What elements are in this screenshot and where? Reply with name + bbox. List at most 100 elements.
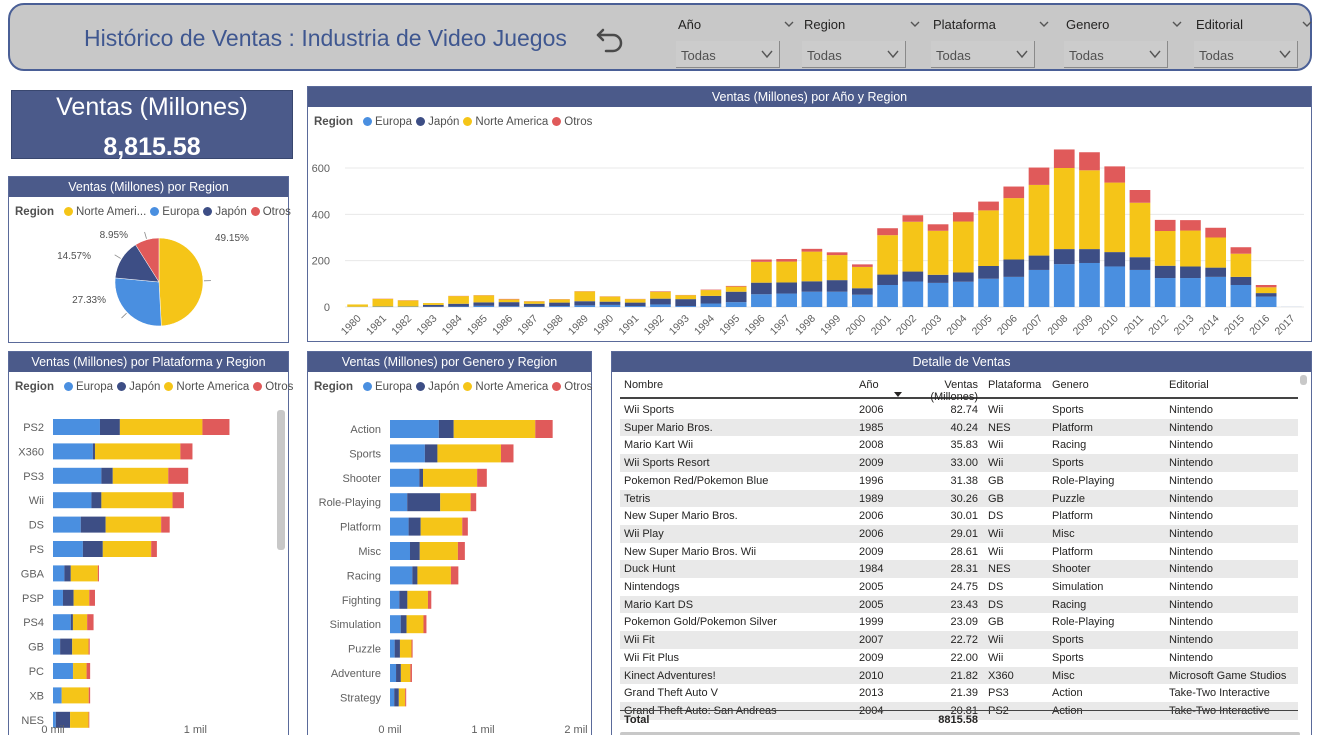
bar-segment[interactable] [549, 306, 570, 307]
bar-segment[interactable] [952, 212, 974, 222]
bar-segment[interactable] [675, 295, 697, 300]
bar-segment[interactable] [574, 305, 596, 307]
bar-segment[interactable] [700, 290, 722, 296]
bar-segment[interactable] [397, 300, 419, 307]
bar-segment[interactable] [1129, 257, 1151, 270]
bar-segment[interactable] [400, 664, 411, 682]
bar-segment[interactable] [53, 492, 92, 509]
bar-segment[interactable] [172, 492, 184, 509]
bar-segment[interactable] [1003, 259, 1025, 277]
bar-segment[interactable] [927, 274, 949, 283]
bar-segment[interactable] [978, 265, 999, 279]
bar-segment[interactable] [902, 271, 924, 282]
bar-segment[interactable] [398, 688, 406, 707]
bar-segment[interactable] [390, 615, 401, 634]
bar-segment[interactable] [101, 492, 173, 509]
bar-segment[interactable] [624, 302, 646, 307]
bar-segment[interactable] [927, 224, 949, 231]
table-row[interactable]: Mario Kart DS 2005 23.43 DS Racing Nintendo [620, 595, 1298, 614]
pie-slice[interactable] [114, 277, 162, 327]
bar-segment[interactable] [1079, 152, 1100, 171]
bar-segment[interactable] [105, 516, 162, 533]
bar-segment[interactable] [86, 663, 91, 679]
bar-segment[interactable] [1180, 278, 1201, 307]
bar-segment[interactable] [457, 542, 465, 560]
bar-segment[interactable] [399, 639, 412, 658]
bar-segment[interactable] [902, 221, 924, 272]
bar-segment[interactable] [70, 565, 98, 582]
legend-item[interactable]: Japón [428, 116, 460, 128]
bar-segment[interactable] [1230, 276, 1252, 285]
pie-slice[interactable] [135, 237, 160, 283]
bar-segment[interactable] [372, 298, 394, 307]
slicer-0[interactable]: Año Todas [676, 11, 798, 69]
table-scrollbar[interactable] [1300, 375, 1307, 385]
bar-segment[interactable] [60, 638, 73, 655]
bar-segment[interactable] [53, 565, 65, 582]
bar-segment[interactable] [70, 614, 73, 631]
col-header-plataforma[interactable]: Plataforma [988, 379, 1042, 391]
bar-segment[interactable] [700, 303, 722, 307]
bar-segment[interactable] [407, 590, 428, 609]
slicer-dropdown[interactable]: Todas [802, 41, 906, 68]
bar-segment[interactable] [877, 284, 898, 307]
bar-segment[interactable] [394, 688, 399, 707]
table-hscrollbar[interactable] [620, 732, 1300, 735]
bar-segment[interactable] [1180, 266, 1201, 279]
col-header-ano[interactable]: Año [859, 379, 879, 391]
bar-segment[interactable] [751, 294, 772, 307]
bar-segment[interactable] [650, 298, 671, 305]
bar-segment[interactable] [72, 638, 89, 655]
legend-item[interactable]: Norte America [475, 381, 549, 393]
bar-segment[interactable] [1003, 186, 1025, 199]
bar-segment[interactable] [751, 259, 772, 262]
bar-segment[interactable] [399, 590, 408, 609]
bar-segment[interactable] [390, 566, 413, 585]
bar-segment[interactable] [400, 615, 407, 634]
bar-segment[interactable] [801, 281, 823, 292]
table-row[interactable]: New Super Mario Bros. 2006 30.01 DS Platform… [620, 507, 1298, 525]
bar-segment[interactable] [419, 542, 458, 560]
bar-segment[interactable] [1255, 287, 1277, 294]
bar-segment[interactable] [801, 251, 823, 282]
bar-segment[interactable] [437, 444, 501, 463]
bar-segment[interactable] [119, 419, 203, 435]
bar-segment[interactable] [82, 541, 103, 557]
bar-segment[interactable] [650, 291, 671, 299]
slicer-dropdown[interactable]: Todas [676, 41, 780, 68]
bar-segment[interactable] [1028, 184, 1050, 256]
bar-segment[interactable] [477, 468, 487, 487]
bar-segment[interactable] [776, 259, 797, 262]
bar-segment[interactable] [347, 304, 368, 307]
bar-segment[interactable] [549, 302, 570, 307]
bar-segment[interactable] [826, 291, 848, 307]
bar-segment[interactable] [902, 281, 924, 307]
bar-segment[interactable] [500, 444, 514, 463]
bar-segment[interactable] [535, 420, 553, 438]
bar-segment[interactable] [87, 614, 94, 631]
bar-segment[interactable] [927, 230, 949, 275]
legend-item[interactable]: Otros [564, 116, 593, 128]
bar-segment[interactable] [1053, 168, 1075, 250]
table-row[interactable]: Super Mario Bros. 1985 40.24 NES Platform Nin… [620, 418, 1298, 437]
bar-segment[interactable] [453, 420, 536, 438]
legend-item[interactable]: Norte America [176, 381, 250, 393]
platform-chart[interactable]: PS2X360PS3WiiDSPSGBAPSPPS4GBPCXBNES3DS0 … [9, 406, 288, 735]
col-header-ventas[interactable]: Ventas (Millones) [930, 379, 978, 403]
genre-chart[interactable]: Action Sports Shooter Role-Playing Platform M… [308, 406, 591, 735]
legend-item[interactable]: Europa [75, 381, 114, 393]
bar-segment[interactable] [574, 301, 596, 306]
bar-segment[interactable] [624, 299, 646, 303]
bar-segment[interactable] [73, 589, 90, 606]
slicer-dropdown[interactable]: Todas [931, 41, 1035, 68]
bar-segment[interactable] [852, 288, 873, 295]
slicer-2[interactable]: Plataforma Todas [931, 11, 1053, 69]
bar-segment[interactable] [53, 516, 81, 533]
table-row[interactable]: Wii Fit 2007 22.72 Wii Sports Nintendo [620, 631, 1298, 649]
bar-segment[interactable] [1129, 190, 1151, 203]
bar-segment[interactable] [55, 711, 71, 728]
table-row[interactable]: Kinect Adventures! 2010 21.82 X360 Misc Micro… [620, 666, 1298, 685]
bar-segment[interactable] [161, 516, 170, 533]
bar-segment[interactable] [776, 282, 797, 294]
bar-segment[interactable] [53, 614, 71, 631]
